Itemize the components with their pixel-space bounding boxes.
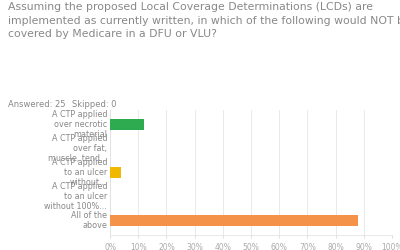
Bar	[110, 215, 358, 226]
Bar	[110, 167, 121, 178]
Text: Skipped: 0: Skipped: 0	[72, 100, 116, 109]
Bar	[110, 119, 144, 130]
Text: Answered: 25: Answered: 25	[8, 100, 66, 109]
Text: Assuming the proposed Local Coverage Determinations (LCDs) are
implemented as cu: Assuming the proposed Local Coverage Det…	[8, 2, 400, 39]
